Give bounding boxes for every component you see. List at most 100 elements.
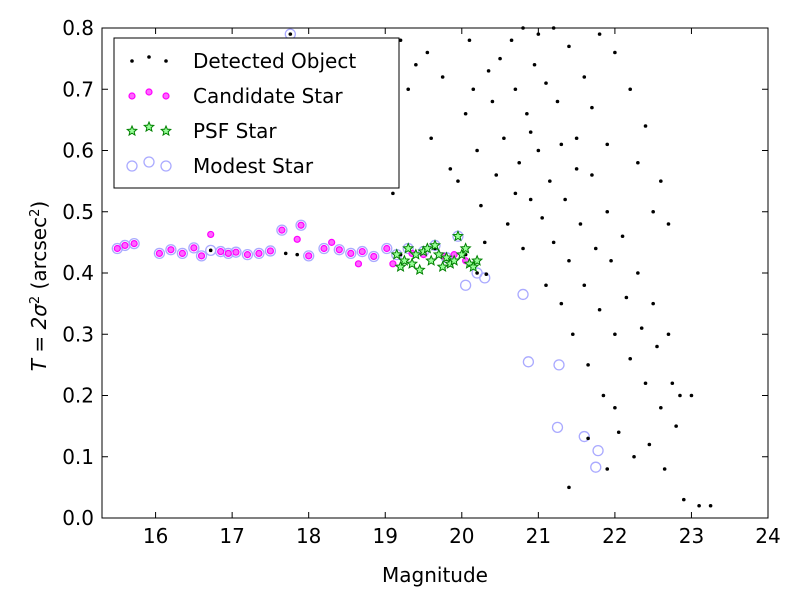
- y-axis-label-suffix: (arcsec: [27, 217, 51, 296]
- data-point: [389, 260, 397, 268]
- data-point: [356, 245, 368, 258]
- data-point: [662, 467, 667, 471]
- data-point: [666, 222, 671, 226]
- data-point: [498, 56, 502, 61]
- data-point: [479, 203, 483, 208]
- data-point: [436, 260, 449, 272]
- axis-ticks: 16 17 18 19 20 21 22 23 24 0.0 0.1 0.2 0.3 0.4 0.5 0.6 0…: [62, 16, 781, 548]
- y-tick-label: 0.3: [62, 322, 94, 346]
- series-star: [390, 229, 484, 276]
- legend-label: PSF Star: [193, 119, 277, 143]
- legend-entry: PSF Star: [126, 119, 277, 143]
- data-point: [567, 258, 571, 263]
- data-point: [697, 503, 701, 508]
- data-point: [111, 242, 123, 255]
- data-point: [188, 242, 200, 254]
- data-point: [559, 301, 564, 306]
- data-point: [475, 271, 479, 275]
- data-point: [639, 326, 644, 330]
- legend-marker: [160, 124, 172, 137]
- data-point: [522, 356, 535, 368]
- y-tick-label: 0.1: [62, 445, 94, 469]
- data-point: [651, 301, 655, 306]
- data-point: [413, 263, 426, 276]
- x-tick-label: 23: [679, 524, 704, 548]
- data-point: [333, 244, 345, 256]
- data-point: [590, 105, 594, 110]
- x-tick-label: 17: [219, 524, 244, 548]
- x-tick-label: 22: [602, 524, 627, 548]
- data-point: [605, 209, 610, 214]
- x-tick-label: 19: [373, 524, 398, 548]
- data-point: [620, 234, 625, 239]
- data-point: [425, 50, 430, 55]
- data-point: [609, 258, 613, 263]
- legend-marker: [145, 88, 153, 96]
- data-point: [521, 246, 525, 251]
- data-point: [567, 44, 571, 49]
- data-point: [398, 254, 411, 266]
- data-point: [448, 167, 453, 171]
- data-point: [402, 242, 415, 254]
- data-point: [647, 442, 652, 447]
- data-point: [421, 242, 434, 254]
- data-point: [459, 279, 472, 291]
- data-point: [605, 142, 610, 147]
- y-tick-label: 0.0: [62, 506, 94, 530]
- data-point: [613, 405, 617, 410]
- data-point: [288, 32, 293, 36]
- data-point: [551, 26, 556, 30]
- svg-text:T = 2σ2 (arcsec2): T = 2σ2 (arcsec2): [27, 201, 51, 371]
- legend-label: Modest Star: [193, 154, 314, 178]
- data-point: [440, 75, 445, 79]
- data-point: [241, 248, 254, 261]
- data-point: [659, 405, 663, 410]
- x-tick-label: 24: [755, 524, 780, 548]
- data-point: [264, 245, 277, 257]
- data-point: [708, 503, 713, 508]
- data-point: [586, 363, 590, 367]
- data-point: [613, 332, 617, 337]
- data-point: [394, 260, 407, 272]
- data-point: [597, 307, 602, 312]
- data-point: [517, 160, 522, 165]
- data-point: [217, 247, 225, 256]
- data-point: [459, 242, 472, 254]
- data-point: [482, 240, 487, 245]
- data-point: [406, 87, 411, 92]
- legend-marker: [143, 156, 155, 168]
- data-point: [190, 244, 198, 252]
- data-point: [590, 173, 594, 177]
- y-tick-label: 0.6: [62, 139, 94, 163]
- data-point: [605, 467, 610, 471]
- data-point: [429, 136, 433, 141]
- data-point: [540, 216, 544, 220]
- data-point: [532, 62, 537, 67]
- data-point: [383, 244, 391, 253]
- data-point: [370, 252, 378, 261]
- data-point: [345, 247, 357, 260]
- data-point: [551, 240, 556, 245]
- data-point: [283, 251, 288, 256]
- y-axis-label-close: ): [27, 201, 51, 209]
- data-point: [593, 246, 598, 251]
- legend-label: Candidate Star: [193, 84, 343, 108]
- data-point: [655, 344, 659, 349]
- data-point: [295, 219, 307, 231]
- y-tick-label: 0.5: [62, 200, 94, 224]
- legend: Detected Object Candidate Star PSF Star Mod…: [113, 37, 400, 189]
- data-point: [318, 242, 330, 255]
- data-point: [276, 224, 288, 236]
- data-point: [328, 238, 336, 246]
- data-point: [553, 359, 565, 371]
- data-point: [440, 251, 453, 263]
- data-point: [689, 393, 694, 398]
- data-point: [266, 247, 275, 255]
- data-point: [502, 136, 506, 141]
- data-point: [475, 148, 479, 153]
- data-point: [130, 240, 138, 248]
- data-point: [155, 249, 164, 257]
- data-point: [624, 295, 629, 300]
- data-point: [567, 485, 571, 490]
